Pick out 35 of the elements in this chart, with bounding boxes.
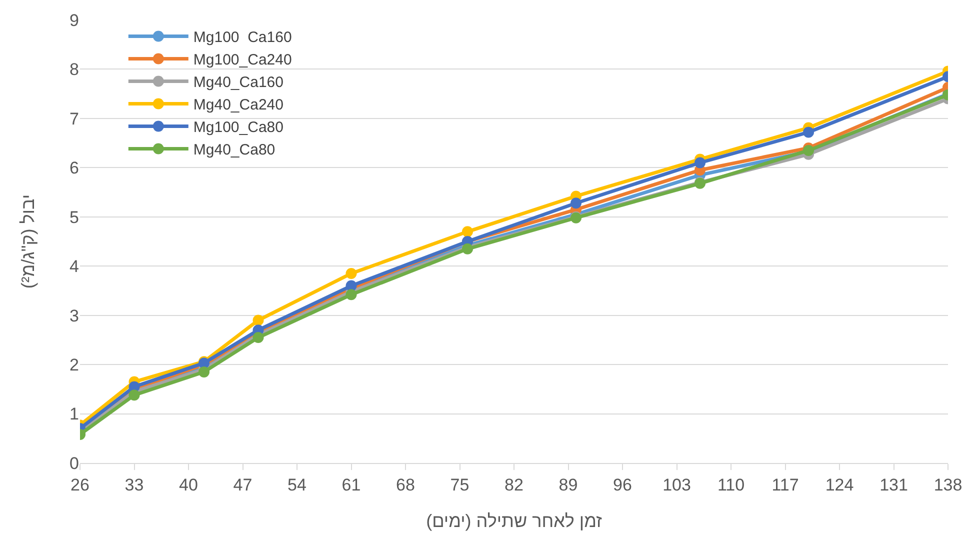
x-tick-label: 82 [504,475,524,494]
x-tick-label: 117 [772,475,799,494]
y-tick-label: 8 [70,60,79,80]
x-tick-label: 124 [825,475,854,494]
y-tick-label: 1 [70,404,79,424]
y-tick-label: 7 [70,109,79,128]
x-tick-label: 40 [179,475,198,494]
x-tick-label: 33 [124,475,144,494]
legend-label: Mg100_Ca80 [193,119,284,136]
y-tick-label: 2 [70,356,79,375]
legend-label: Mg40_Ca240 [193,96,284,114]
x-tick-label: 47 [233,475,252,494]
y-tick-label: 3 [70,306,79,326]
x-tick-label: 75 [450,475,470,494]
y-tick-label: 5 [70,208,79,227]
x-tick-label: 96 [613,475,632,494]
x-tick-label: 131 [880,475,908,494]
y-tick-label: 6 [70,158,79,178]
x-tick-label: 68 [396,475,415,494]
y-axis-title: יבול (ק"ג/מ²) [18,194,38,289]
legend-label: Mg40_Ca80 [193,142,276,159]
y-tick-label: 0 [70,454,79,473]
y-tick-label: 4 [70,257,79,276]
x-tick-label: 26 [70,475,90,494]
legend-label: Mg100_Ca240 [193,52,292,69]
x-tick-label: 61 [342,475,361,494]
x-tick-label: 110 [717,475,745,494]
x-axis-title: זמן לאחר שתילה (ימים) [426,511,602,531]
legend-label: Mg40_Ca160 [193,74,284,92]
legend-label: Mg100 Ca160 [193,29,292,46]
x-tick-label: 89 [558,475,578,494]
x-tick-label: 54 [288,475,306,494]
x-tick-label: 138 [934,475,962,494]
y-tick-label: 9 [70,10,79,30]
x-tick-label: 103 [662,475,691,494]
